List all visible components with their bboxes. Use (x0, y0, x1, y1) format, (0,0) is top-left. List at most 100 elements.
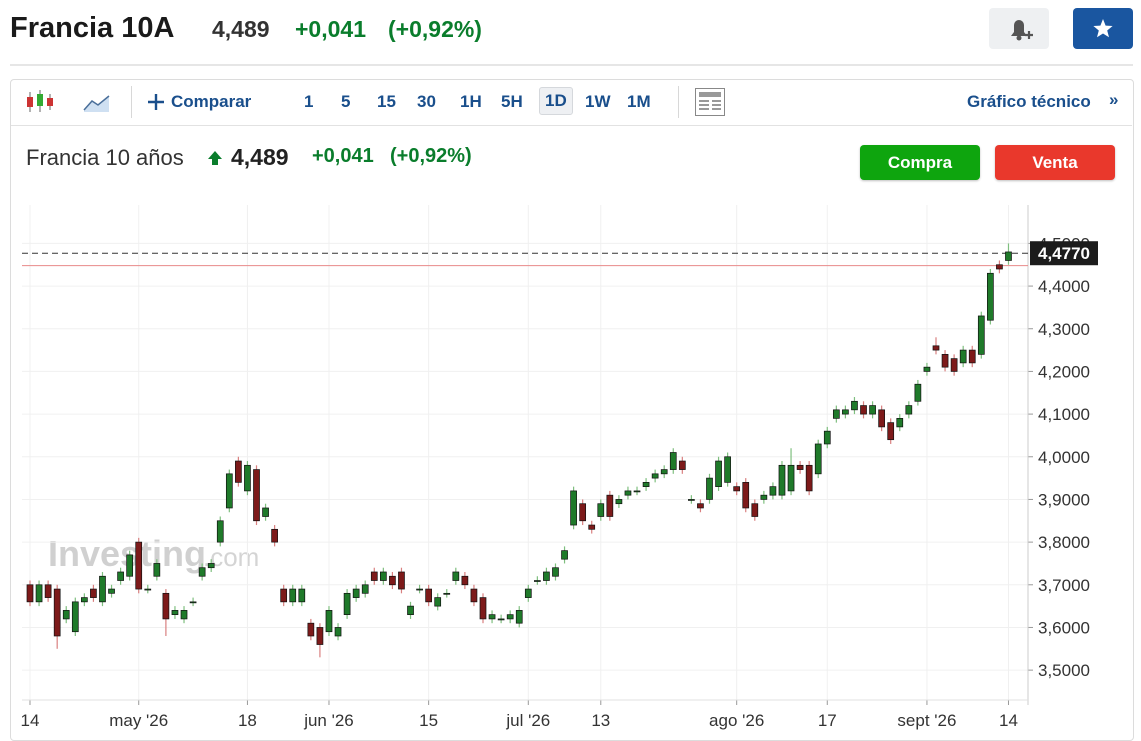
up-arrow (207, 150, 223, 171)
page-title: Francia 10A (10, 12, 175, 44)
candle-body (642, 482, 650, 487)
sell-button[interactable]: Venta (995, 145, 1115, 180)
candle-body (325, 610, 333, 633)
candle-body (343, 592, 351, 616)
candle-body (633, 490, 641, 493)
candle-body (379, 571, 387, 581)
x-tick-label: 15 (419, 711, 438, 730)
candle-body (289, 588, 297, 603)
candle-body (180, 610, 188, 620)
candle-body (805, 464, 813, 492)
candle-body (570, 490, 577, 526)
buy-button[interactable]: Compra (860, 145, 980, 180)
x-tick-label: 17 (818, 711, 837, 730)
interval-button[interactable]: 15 (377, 92, 396, 111)
watchlist-button[interactable] (1073, 8, 1133, 49)
y-tick-label: 3,7000 (1038, 576, 1090, 595)
candle-body (552, 567, 559, 577)
interval-button[interactable]: 1W (585, 92, 611, 111)
candle-body (996, 264, 1003, 270)
x-tick-label: 14 (21, 711, 40, 730)
candle-body (669, 452, 677, 470)
bell-icon (1011, 20, 1033, 41)
interval-button[interactable]: 5H (501, 92, 523, 111)
candle-body (515, 610, 523, 624)
candle-body (452, 571, 460, 581)
instrument-name: Francia 10 años (26, 145, 184, 170)
candle-body (470, 588, 478, 603)
y-tick-label: 3,9000 (1038, 490, 1090, 509)
candle-body (932, 345, 940, 351)
candle-body (751, 503, 759, 517)
alert-button[interactable] (989, 8, 1049, 49)
candle-body (461, 575, 469, 586)
news-button[interactable] (694, 87, 726, 122)
y-tick-label: 3,5000 (1038, 661, 1090, 680)
candle-body (832, 409, 840, 419)
header-change: +0,041 (295, 16, 366, 42)
candle-body (742, 482, 750, 509)
candle-body (851, 400, 858, 411)
candle-body (244, 464, 251, 492)
interval-button[interactable]: 30 (417, 92, 436, 111)
header-change-pct: (+0,92%) (388, 16, 482, 42)
y-tick-label: 3,6000 (1038, 618, 1090, 637)
interval-button[interactable]: 5 (341, 92, 351, 111)
candle-body (81, 597, 88, 603)
candle-body (778, 464, 786, 496)
candle-body (733, 486, 741, 492)
candle-body (606, 494, 614, 517)
candle-body (253, 469, 260, 522)
candle-body (407, 605, 414, 616)
candle-body (796, 464, 804, 470)
candle-body (271, 528, 278, 543)
candle-body (497, 618, 505, 621)
last-price-label: 4,4770 (1038, 244, 1090, 263)
candle-body (769, 486, 777, 496)
x-tick-label: 14 (999, 711, 1018, 730)
candle-body (706, 477, 713, 500)
candle-body (534, 580, 541, 582)
plus-icon (148, 94, 164, 110)
interval-button[interactable]: 1M (627, 92, 651, 111)
candle-body (262, 507, 269, 517)
candle-body (615, 499, 623, 505)
candle-body (959, 349, 967, 364)
candle-body (171, 610, 179, 616)
candle-body (370, 571, 378, 581)
interval-button[interactable]: 1 (304, 92, 314, 111)
candle-body (1005, 251, 1012, 261)
candle-body (878, 409, 885, 428)
candle-chart-button[interactable] (24, 88, 56, 121)
candle-body (869, 405, 876, 415)
interval-button[interactable]: 1D (539, 87, 573, 115)
candle-body (724, 456, 731, 483)
x-tick-label: jun '26 (303, 711, 354, 730)
candle-body (914, 383, 922, 402)
candle-body (44, 584, 52, 598)
candle-body (425, 588, 432, 603)
candle-body (280, 588, 288, 603)
x-tick-label: 13 (591, 711, 610, 730)
toolbar-border (11, 125, 1132, 126)
y-tick-label: 4,1000 (1038, 405, 1090, 424)
candle-body (561, 550, 568, 560)
candle-body (153, 563, 161, 577)
candle-body (488, 614, 496, 620)
compare-button[interactable]: Comparar (171, 92, 252, 111)
y-tick-label: 3,8000 (1038, 533, 1090, 552)
candle-body (524, 588, 532, 598)
candle-body (334, 627, 342, 637)
x-tick-label: ago '26 (709, 711, 764, 730)
technical-chart-link[interactable]: Gráfico técnico (967, 92, 1091, 111)
area-chart-button[interactable] (82, 90, 112, 119)
candle-body (162, 592, 170, 620)
candle-body (416, 588, 423, 591)
candle-body (715, 460, 722, 487)
candle-body (216, 520, 224, 543)
candle-body (860, 405, 867, 415)
y-tick-label: 4,2000 (1038, 362, 1090, 381)
interval-button[interactable]: 1H (460, 92, 482, 111)
candle-body (99, 575, 106, 603)
